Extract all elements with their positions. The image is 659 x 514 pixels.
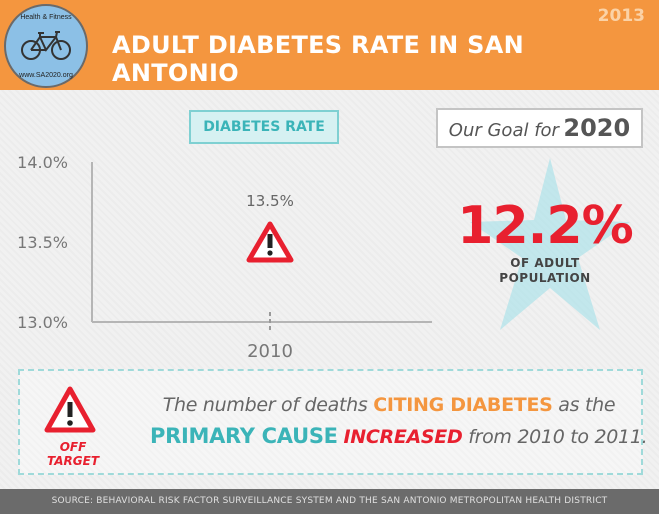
y-tick-label: 13.5%	[17, 233, 68, 252]
note-highlight-increased: INCREASED	[343, 426, 463, 448]
diabetes-rate-chart: 14.0% 13.5% 13.0% 2010 13.5%	[17, 153, 432, 362]
goal-line2: POPULATION	[499, 271, 591, 285]
goal-description: OF ADULT POPULATION	[470, 256, 620, 286]
y-tick-label: 14.0%	[17, 153, 68, 172]
chart-title-tag: DIABETES RATE	[189, 110, 339, 144]
x-tick-label: 2010	[247, 341, 293, 362]
note-part1: The number of deaths	[162, 394, 368, 416]
off-target-badge: OFF TARGET	[46, 440, 99, 468]
logo-url-text: www.SA2020.org	[19, 72, 73, 79]
sa2020-logo: Health & Fitness www.SA2020.org	[4, 4, 88, 88]
goal-heading: Our Goal for 2020	[436, 108, 643, 148]
goal-value: 12.2%	[457, 196, 633, 256]
logo-top-text: Health & Fitness	[20, 14, 72, 21]
note-line-1: The number of deaths CITING DIABETES as …	[150, 394, 628, 416]
page-title: ADULT DIABETES RATE IN SAN ANTONIO	[112, 31, 524, 87]
bicycle-icon	[21, 31, 71, 60]
note-box	[18, 369, 643, 475]
star-shape	[470, 158, 630, 330]
data-point-warning-marker	[246, 221, 294, 263]
goal-prefix: Our Goal for	[448, 120, 559, 141]
note-highlight-primary: PRIMARY CAUSE	[150, 424, 338, 448]
y-tick-label: 13.0%	[17, 313, 68, 332]
source-footer: SOURCE: BEHAVIORAL RISK FACTOR SURVEILLA…	[0, 489, 659, 514]
note-line-2: PRIMARY CAUSE INCREASED from 2010 to 201…	[150, 424, 648, 448]
goal-line1: OF ADULT	[510, 256, 580, 270]
goal-year: 2020	[563, 114, 631, 142]
year-label: 2013	[597, 6, 645, 26]
header-banner: Health & Fitness www.SA2020.org 2013 ADU…	[0, 0, 659, 90]
warning-icon	[44, 386, 96, 433]
data-label: 13.5%	[246, 192, 294, 210]
note-highlight-citing: CITING DIABETES	[373, 394, 553, 416]
note-part3: from 2010 to 2011.	[468, 426, 648, 448]
note-part2: as the	[558, 394, 616, 416]
